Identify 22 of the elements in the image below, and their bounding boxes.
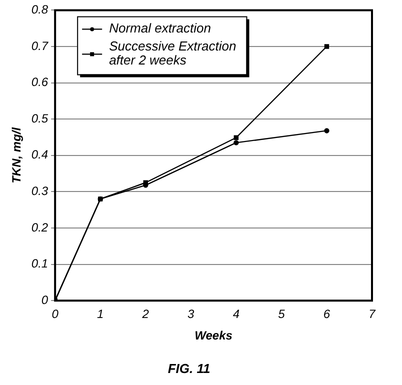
y-tick-label: 0.6 <box>31 75 48 90</box>
legend-label: Normal extraction <box>109 20 211 36</box>
y-tick-label: 0.5 <box>31 111 48 126</box>
y-tick-label: 0.7 <box>31 38 50 53</box>
y-tick-label: 0.1 <box>31 256 48 271</box>
text: FIG. 11 <box>168 360 210 376</box>
y-axis-title: TKN, mg/l <box>10 126 24 184</box>
y-tick-label: 0.4 <box>31 148 48 162</box>
x-tick-label: 5 <box>278 307 286 322</box>
legend-label: Successive Extraction after 2 weeks <box>109 38 236 68</box>
x-tick-label: 2 <box>141 307 150 322</box>
x-tick-label: 1 <box>97 307 104 322</box>
y-tick-label: 0.2 <box>31 220 48 234</box>
y-tick-label: 0 <box>41 292 48 307</box>
y-tick-label: 0.8 <box>31 2 48 17</box>
x-axis-title: Weeks <box>194 328 233 343</box>
x-tick-label: 6 <box>323 307 330 322</box>
x-tick-label: 0 <box>52 307 59 322</box>
y-tick-label: 0.3 <box>31 184 48 198</box>
x-tick-label: 7 <box>368 307 377 322</box>
x-tick-label: 3 <box>188 307 195 322</box>
x-tick-label: 4 <box>232 307 240 322</box>
